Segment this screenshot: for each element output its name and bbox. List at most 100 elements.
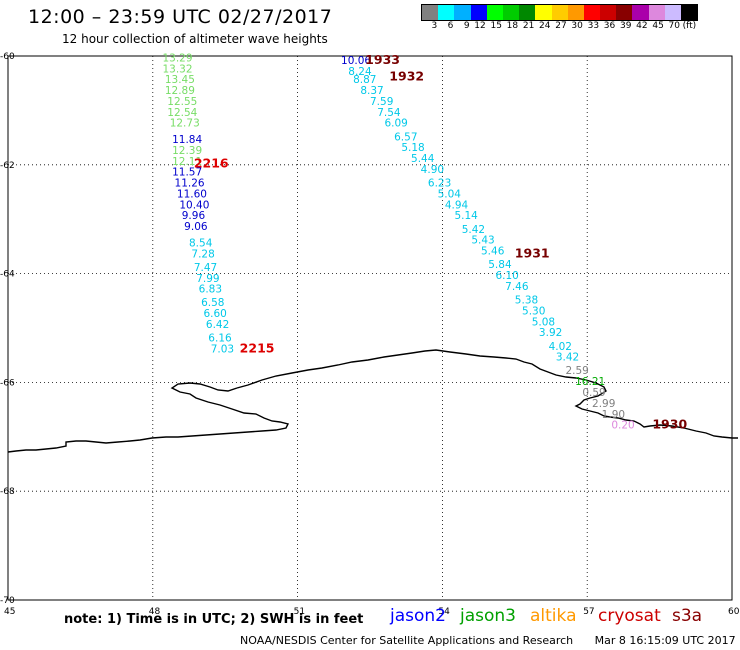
wave-height-label: 5.42 xyxy=(462,224,485,236)
color-scale-label: 3 xyxy=(431,21,438,31)
wave-height-label: 12.11 xyxy=(172,156,202,168)
wave-height-label: 7.46 xyxy=(505,281,529,293)
satellite-legend-item: jason3 xyxy=(460,606,516,626)
wave-height-label: 5.04 xyxy=(438,188,462,200)
color-scale-label: 12 xyxy=(474,21,486,31)
wave-height-label: 4.90 xyxy=(421,164,444,176)
wave-height-label: 1.90 xyxy=(602,409,625,421)
wave-height-label: 7.54 xyxy=(377,107,401,119)
longitude-tick-label: 60 xyxy=(728,607,740,617)
color-swatch xyxy=(535,5,552,20)
color-swatch xyxy=(632,5,649,20)
antarctic-coastline xyxy=(236,349,738,439)
color-swatch xyxy=(454,5,471,20)
latitude-tick-label: -66 xyxy=(0,378,15,388)
wave-height-label: 2.99 xyxy=(592,398,615,410)
color-swatch xyxy=(681,5,698,20)
color-scale-label: (ft) xyxy=(682,21,697,31)
color-swatch xyxy=(502,5,520,20)
wave-height-label: 9.06 xyxy=(184,221,208,233)
wave-height-label: 5.38 xyxy=(515,295,538,307)
pass-time-label: 2215 xyxy=(240,340,275,355)
wave-height-label: 2.59 xyxy=(565,365,588,377)
wave-height-label: 10.40 xyxy=(179,199,209,211)
map-grid: 45 48 51 54 57 60 -60 -62 -64 -66 -68 -70 xyxy=(0,52,740,617)
color-scale-label: 70 xyxy=(668,21,680,31)
color-scale-label: 33 xyxy=(587,21,600,31)
wave-height-label: 5.14 xyxy=(454,210,478,222)
wave-height-label: 4.94 xyxy=(445,199,469,211)
wave-height-label: 7.03 xyxy=(211,343,234,355)
wave-height-label: 6.57 xyxy=(394,131,417,143)
wave-height-label: 5.43 xyxy=(471,235,494,247)
pass-time-label: 1930 xyxy=(652,417,687,432)
wave-height-label: 5.30 xyxy=(522,305,545,317)
color-scale-label: 45 xyxy=(652,21,664,31)
color-swatch xyxy=(519,5,536,20)
color-swatch xyxy=(664,5,681,20)
wave-height-label: 9.96 xyxy=(182,210,206,222)
footnote: note: 1) Time is in UTC; 2) SWH is in fe… xyxy=(64,612,364,627)
wave-height-label: 11.26 xyxy=(175,178,205,190)
wave-height-label: 7.99 xyxy=(196,273,219,285)
wave-height-label: 6.09 xyxy=(384,118,407,130)
color-swatch xyxy=(583,5,601,20)
color-scale-label: 15 xyxy=(490,21,502,31)
pass-time-label: 1933 xyxy=(365,52,400,67)
latitude-tick-label: -70 xyxy=(0,596,15,606)
satellite-legend-item: jason2 xyxy=(390,606,446,626)
wave-height-label: 4.02 xyxy=(549,341,572,353)
latitude-tick-label: -64 xyxy=(0,270,15,280)
color-scale-label: 9 xyxy=(463,21,470,31)
wave-height-label: 12.55 xyxy=(167,96,197,108)
latitude-tick-label: -62 xyxy=(0,161,15,171)
wave-height-label: 5.08 xyxy=(532,316,555,328)
wave-height-label: 6.83 xyxy=(199,284,222,296)
color-scale-label: 30 xyxy=(571,21,583,31)
credit-text: NOAA/NESDIS Center for Satellite Applica… xyxy=(240,634,574,647)
wave-height-label: 3.42 xyxy=(556,352,579,364)
color-swatch xyxy=(486,5,503,20)
wave-height-label: 7.28 xyxy=(191,248,214,260)
wave-height-label: 6.60 xyxy=(203,308,226,320)
wave-height-label: 12.39 xyxy=(172,145,202,157)
color-scale-label: 6 xyxy=(447,21,454,31)
wave-height-label: 12.73 xyxy=(170,118,200,130)
color-swatch xyxy=(600,5,617,20)
satellite-legend-item: altika xyxy=(530,606,577,626)
wave-height-label: 6.42 xyxy=(206,319,229,331)
page-title: 12:00 – 23:59 UTC 02/27/2017 xyxy=(28,6,333,28)
longitude-tick-label: 45 xyxy=(4,607,15,617)
pass-time-label: 1931 xyxy=(515,245,550,260)
color-scale-label: 21 xyxy=(522,21,535,31)
pass-time-label: 2216 xyxy=(194,156,229,171)
wave-height-label: 16.21 xyxy=(575,376,605,388)
wave-height-label: 5.44 xyxy=(411,153,435,165)
wave-height-label: 5.84 xyxy=(488,259,512,271)
antarctic-coastline-west xyxy=(7,382,290,453)
longitude-tick-label: 51 xyxy=(294,607,305,617)
color-scale-bar xyxy=(421,4,699,21)
satellite-legend-item: cryosat xyxy=(598,606,661,626)
wave-height-label: 11.84 xyxy=(172,134,202,146)
color-swatch xyxy=(616,5,633,20)
wave-height-label: 6.58 xyxy=(201,297,224,309)
satellite-legend-item: s3a xyxy=(672,606,703,626)
color-scale-label: 18 xyxy=(506,21,519,31)
wave-height-label: 8.24 xyxy=(348,66,372,78)
latitude-tick-label: -60 xyxy=(0,52,15,62)
wave-height-label: 6.10 xyxy=(495,270,518,282)
pass-time-label: 1932 xyxy=(389,68,424,83)
wave-height-label: 10.06 xyxy=(341,55,371,67)
altimeter-track-east: 10.068.248.878.377.597.546.096.575.185.4… xyxy=(341,52,687,431)
wave-height-label: 5.18 xyxy=(401,142,424,154)
wave-height-label: 11.60 xyxy=(177,188,207,200)
wave-height-label: 7.47 xyxy=(194,262,217,274)
map-frame xyxy=(7,55,733,601)
longitude-tick-label: 54 xyxy=(438,607,450,617)
color-swatch xyxy=(422,5,439,20)
wave-height-label: 12.89 xyxy=(165,85,195,97)
wave-height-label: 0.59 xyxy=(582,387,605,399)
